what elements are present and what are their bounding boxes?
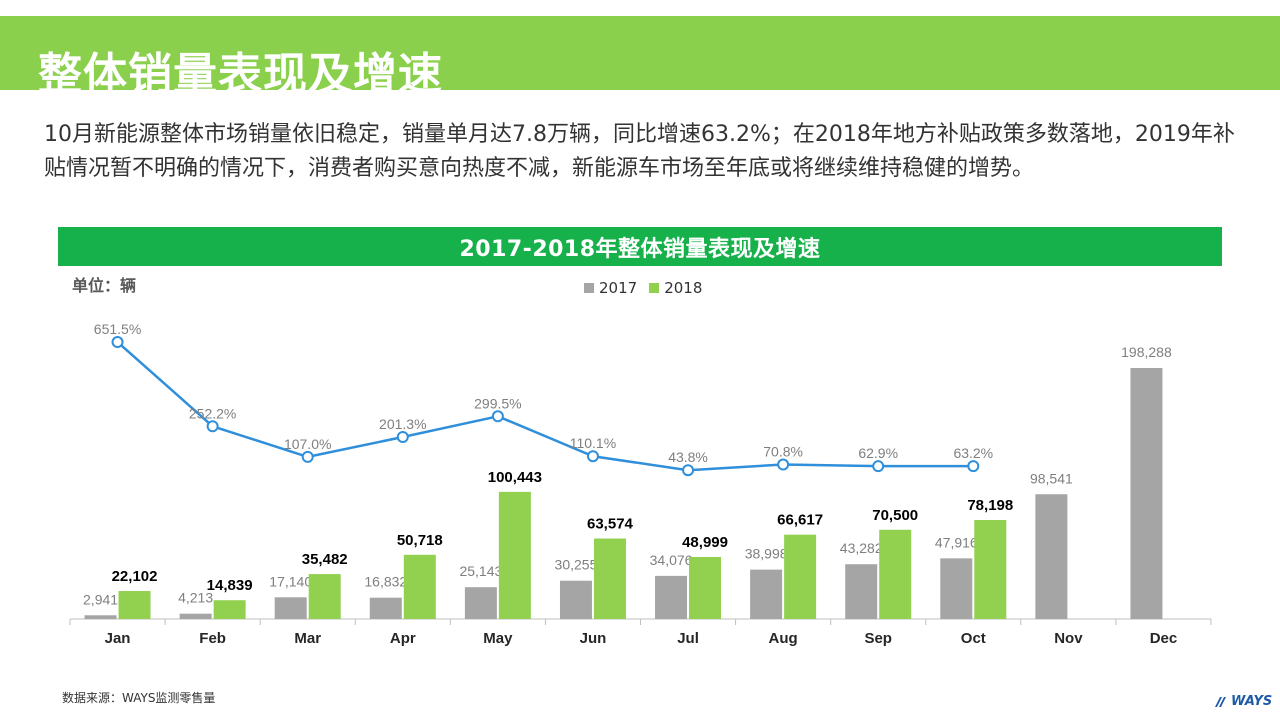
chart-title: 2017-2018年整体销量表现及增速 [459, 236, 821, 262]
bar-2017 [274, 597, 307, 619]
x-tick-label: Jun [580, 630, 607, 647]
data-label-2018: 63,574 [587, 516, 634, 533]
data-label-2018: 66,617 [777, 512, 823, 529]
x-tick-label: Oct [961, 630, 986, 647]
x-tick-label: Feb [199, 630, 226, 647]
bar-2018 [974, 520, 1007, 619]
growth-label: 651.5% [94, 321, 141, 337]
x-tick-label: Mar [294, 630, 321, 647]
bar-2017 [655, 575, 688, 619]
logo-text: WAYS [1231, 694, 1273, 709]
x-tick-label: Jan [105, 630, 131, 647]
bar-2018 [118, 591, 151, 619]
bar-2018 [403, 554, 436, 619]
data-label-2018: 50,718 [397, 532, 443, 549]
page-title: 整体销量表现及增速 [38, 49, 443, 100]
data-label-2017: 98,541 [1030, 470, 1073, 486]
logo-mark-icon [1215, 696, 1226, 707]
data-label-2018: 22,102 [112, 568, 158, 585]
bar-2017 [1035, 494, 1068, 619]
bar-2018 [498, 491, 531, 619]
data-label-2018: 14,839 [207, 577, 253, 594]
growth-point [777, 458, 790, 471]
growth-label: 201.3% [379, 416, 426, 432]
growth-label: 299.5% [474, 395, 521, 411]
x-tick-label: Dec [1150, 630, 1178, 647]
data-label-2017: 198,288 [1121, 344, 1172, 360]
x-tick-label: Aug [769, 630, 798, 647]
data-label-2017: 30,255 [555, 557, 598, 573]
bar-2018 [213, 600, 246, 619]
growth-point [586, 450, 599, 463]
legend-swatch-2018 [649, 283, 660, 293]
data-label-2017: 43,282 [840, 540, 883, 556]
x-tick-label: Sep [864, 630, 892, 647]
data-label-2017: 2,941 [83, 591, 118, 607]
data-label-2017: 34,076 [650, 552, 693, 568]
bar-2017 [559, 580, 592, 619]
data-label-2018: 35,482 [302, 551, 348, 568]
growth-label: 62.9% [858, 445, 898, 461]
growth-point [682, 464, 695, 477]
bar-2017 [369, 597, 402, 619]
x-tick-label: Jul [677, 630, 699, 647]
growth-point [111, 336, 124, 349]
legend-swatch-2017 [584, 283, 594, 293]
bar-2018 [593, 538, 626, 619]
data-label-2017: 25,143 [459, 563, 502, 579]
bar-2017 [179, 613, 212, 619]
growth-label: 70.8% [763, 444, 803, 460]
bar-2018 [784, 534, 817, 619]
data-label-2017: 4,213 [178, 590, 213, 606]
growth-label: 107.0% [284, 436, 331, 452]
growth-label: 43.8% [668, 449, 708, 465]
data-label-2017: 47,916 [935, 534, 978, 550]
growth-point [872, 460, 885, 473]
bar-2017 [750, 569, 783, 619]
growth-point [206, 420, 219, 433]
data-label-2018: 100,443 [488, 469, 542, 486]
bar-2018 [308, 574, 341, 619]
data-source-note: 数据来源：WAYS监测零售量 [62, 691, 216, 705]
x-tick-label: Nov [1054, 630, 1083, 647]
bar-2017 [1130, 368, 1163, 619]
growth-point [967, 460, 980, 473]
chart-title-banner: 2017-2018年整体销量表现及增速 [58, 227, 1222, 266]
summary-text: 10月新能源整体市场销量依旧稳定，销量单月达7.8万辆，同比增速63.2%；在2… [44, 122, 1235, 181]
growth-point [396, 430, 409, 443]
legend-item-2017: 2017 [584, 279, 637, 297]
growth-point [491, 410, 504, 423]
data-label-2018: 48,999 [682, 534, 728, 551]
data-label-2018: 78,198 [967, 497, 1013, 514]
top-strip [0, 0, 1280, 16]
bar-2017 [84, 615, 117, 619]
bar-2018 [689, 556, 722, 619]
chart-legend: 2017 2018 [584, 279, 714, 297]
growth-line [116, 341, 974, 472]
x-tick-label: May [483, 630, 513, 647]
legend-label-2018: 2018 [664, 279, 703, 297]
unit-label: 单位：辆 [72, 276, 137, 295]
data-label-2017: 16,832 [364, 574, 407, 590]
growth-point [301, 450, 314, 463]
growth-label: 110.1% [570, 435, 616, 451]
data-label-2017: 38,998 [745, 546, 788, 562]
legend-item-2018: 2018 [649, 279, 702, 297]
bar-2017 [464, 587, 497, 619]
data-label-2017: 17,140 [269, 573, 312, 589]
ways-logo: WAYS [1214, 694, 1272, 709]
growth-label: 252.2% [189, 405, 236, 421]
bar-2017 [940, 558, 973, 619]
header-band: 整体销量表现及增速 [0, 16, 1280, 100]
bar-2017 [845, 564, 878, 619]
legend-label-2017: 2017 [599, 279, 638, 297]
data-label-2018: 70,500 [872, 507, 918, 524]
growth-label: 63.2% [953, 445, 993, 461]
bar-2018 [879, 529, 912, 619]
x-tick-label: Apr [390, 630, 416, 647]
